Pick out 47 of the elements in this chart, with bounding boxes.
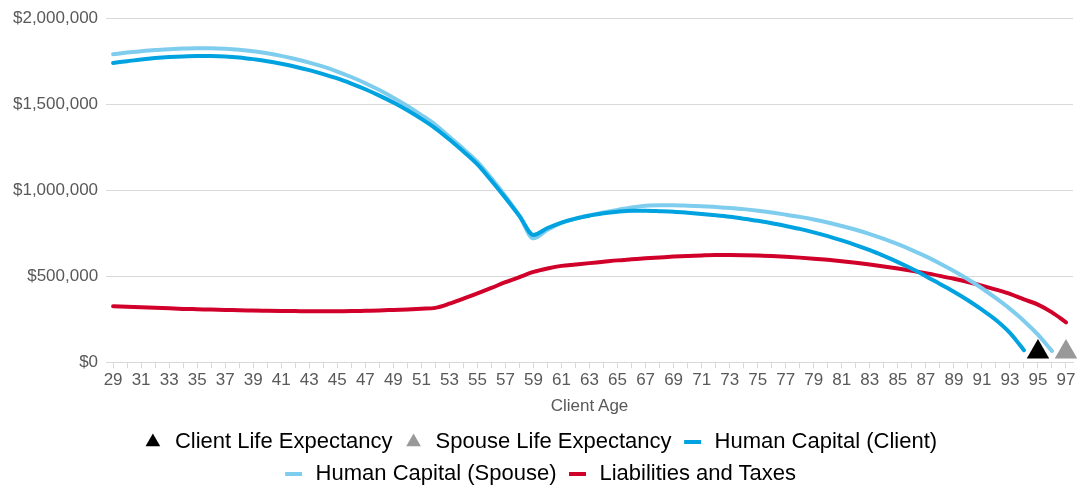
x-tick-label: 51	[411, 370, 431, 390]
x-tick-label: 77	[776, 370, 796, 390]
x-tick-label: 95	[1028, 370, 1048, 390]
x-tick-label: 67	[636, 370, 656, 390]
x-tick-label: 85	[888, 370, 908, 390]
x-tick-label: 73	[720, 370, 740, 390]
x-tick-label: 69	[664, 370, 684, 390]
x-tick-label: 71	[692, 370, 712, 390]
y-tick-label: $2,000,000	[12, 7, 99, 27]
x-tick-label: 63	[580, 370, 599, 390]
x-tick-label: 83	[860, 370, 880, 390]
legend-label: Human Capital (Spouse)	[315, 460, 557, 486]
x-tick-label: 87	[916, 370, 936, 390]
y-tick-label: $1,500,000	[12, 93, 99, 113]
line-series	[111, 253, 1068, 325]
x-tick-label: 45	[327, 370, 347, 390]
y-tick-label: $500,000	[27, 265, 99, 285]
x-tick-label: 97	[1056, 370, 1076, 390]
x-tick-label: 49	[383, 370, 403, 390]
x-tick-label: 31	[131, 370, 151, 390]
x-tick-label: 57	[496, 370, 515, 390]
y-tick-label: $0	[79, 351, 99, 371]
legend-label: Human Capital (Client)	[714, 428, 938, 454]
x-tick-label: 93	[1000, 370, 1020, 390]
legend-label: Liabilities and Taxes	[599, 460, 796, 486]
x-tick-label: 29	[103, 370, 123, 390]
x-tick-label: 35	[187, 370, 207, 390]
x-tick-label: 89	[944, 370, 964, 390]
x-tick-label: 37	[215, 370, 235, 390]
x-tick-label: 59	[524, 370, 543, 390]
x-tick-label: 79	[804, 370, 824, 390]
legend-label: Client Life Expectancy	[174, 428, 393, 454]
x-tick-label: 53	[439, 370, 459, 390]
x-tick-label: 43	[299, 370, 319, 390]
x-tick-label: 65	[608, 370, 628, 390]
x-axis-title: Client Age	[550, 396, 629, 416]
x-tick-label: 33	[159, 370, 179, 390]
x-tick-label: 39	[243, 370, 263, 390]
x-tick-label: 75	[748, 370, 768, 390]
x-tick-label: 81	[832, 370, 852, 390]
x-tick-label: 47	[355, 370, 375, 390]
y-tick-label: $1,000,000	[12, 179, 99, 199]
x-tick-label: 41	[271, 370, 291, 390]
x-tick-label: 91	[972, 370, 992, 390]
x-tick-label: 61	[552, 370, 571, 390]
x-tick-label: 55	[467, 370, 487, 390]
legend-label: Spouse Life Expectancy	[435, 428, 672, 454]
